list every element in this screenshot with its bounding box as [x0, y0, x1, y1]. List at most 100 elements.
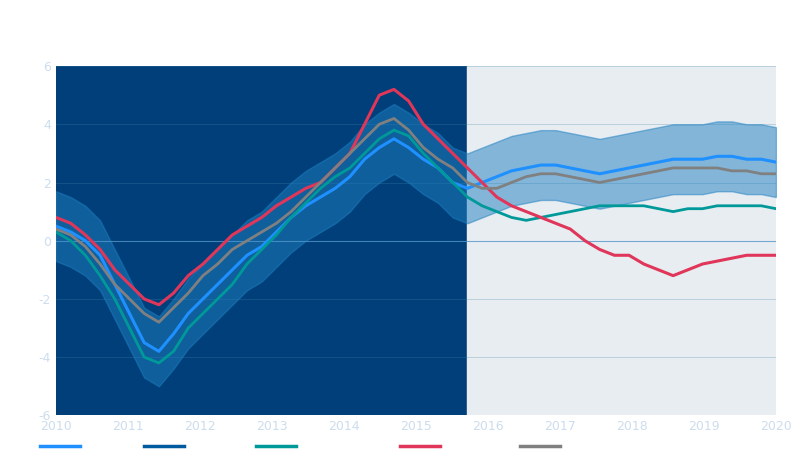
Europe: [125, 325, 134, 331]
EM: [169, 305, 178, 311]
EM: [522, 174, 531, 179]
US: [81, 232, 90, 238]
Global: [139, 340, 149, 346]
Global: [389, 136, 398, 142]
US: [654, 267, 663, 273]
Global: [683, 156, 693, 162]
US: [389, 86, 398, 92]
EM: [95, 261, 105, 267]
Europe: [360, 151, 370, 156]
Europe: [566, 209, 575, 214]
Global: [418, 156, 428, 162]
EM: [66, 232, 75, 238]
Text: Europe: Europe: [304, 442, 343, 453]
Europe: [771, 206, 781, 211]
Europe: [301, 200, 310, 206]
Europe: [95, 273, 105, 278]
Europe: [418, 151, 428, 156]
Global: [478, 180, 487, 185]
Line: Global: Global: [56, 139, 776, 351]
Europe: [374, 136, 384, 142]
Global: [374, 145, 384, 151]
EM: [345, 151, 354, 156]
Europe: [610, 203, 619, 209]
EM: [536, 171, 546, 177]
Global: [595, 171, 605, 177]
US: [448, 151, 458, 156]
EM: [580, 177, 590, 182]
Global: [610, 168, 619, 174]
Global: [448, 180, 458, 185]
Global: [522, 165, 531, 171]
EM: [742, 168, 751, 174]
Europe: [462, 194, 472, 200]
Europe: [139, 354, 149, 360]
EM: [272, 220, 282, 226]
EM: [668, 165, 678, 171]
Europe: [654, 206, 663, 211]
Europe: [536, 215, 546, 220]
Line: Europe: Europe: [56, 130, 776, 363]
Global: [727, 153, 737, 159]
US: [462, 165, 472, 171]
EM: [257, 229, 266, 235]
Global: [580, 168, 590, 174]
Europe: [478, 203, 487, 209]
Global: [213, 281, 222, 287]
Line: US: US: [56, 89, 776, 305]
Europe: [624, 203, 634, 209]
EM: [125, 296, 134, 302]
US: [154, 302, 164, 308]
EM: [242, 238, 252, 244]
US: [125, 281, 134, 287]
US: [257, 215, 266, 220]
Europe: [389, 127, 398, 133]
Europe: [286, 215, 296, 220]
US: [522, 209, 531, 214]
EM: [286, 209, 296, 214]
Europe: [345, 165, 354, 171]
US: [316, 180, 326, 185]
Europe: [492, 209, 502, 214]
Europe: [257, 246, 266, 252]
Europe: [506, 215, 516, 220]
Global: [550, 162, 560, 168]
EM: [698, 165, 707, 171]
EM: [51, 226, 61, 232]
EM: [639, 171, 649, 177]
Europe: [550, 211, 560, 217]
EM: [610, 177, 619, 182]
Europe: [639, 203, 649, 209]
US: [301, 185, 310, 191]
Text: EM: EM: [568, 442, 585, 453]
Europe: [154, 360, 164, 366]
Europe: [66, 238, 75, 244]
EM: [757, 171, 766, 177]
Europe: [757, 203, 766, 209]
Europe: [227, 281, 237, 287]
US: [198, 261, 208, 267]
EM: [654, 168, 663, 174]
US: [610, 253, 619, 258]
Europe: [580, 206, 590, 211]
Global: [66, 229, 75, 235]
US: [66, 220, 75, 226]
US: [727, 255, 737, 261]
US: [742, 253, 751, 258]
Europe: [183, 325, 193, 331]
Europe: [404, 133, 414, 139]
Europe: [272, 232, 282, 238]
EM: [330, 165, 340, 171]
US: [183, 273, 193, 278]
EM: [404, 127, 414, 133]
EM: [595, 180, 605, 185]
Europe: [242, 261, 252, 267]
US: [169, 290, 178, 296]
EM: [389, 116, 398, 121]
EM: [550, 171, 560, 177]
EM: [492, 185, 502, 191]
EM: [506, 180, 516, 185]
EM: [683, 165, 693, 171]
Europe: [81, 253, 90, 258]
Global: [536, 162, 546, 168]
